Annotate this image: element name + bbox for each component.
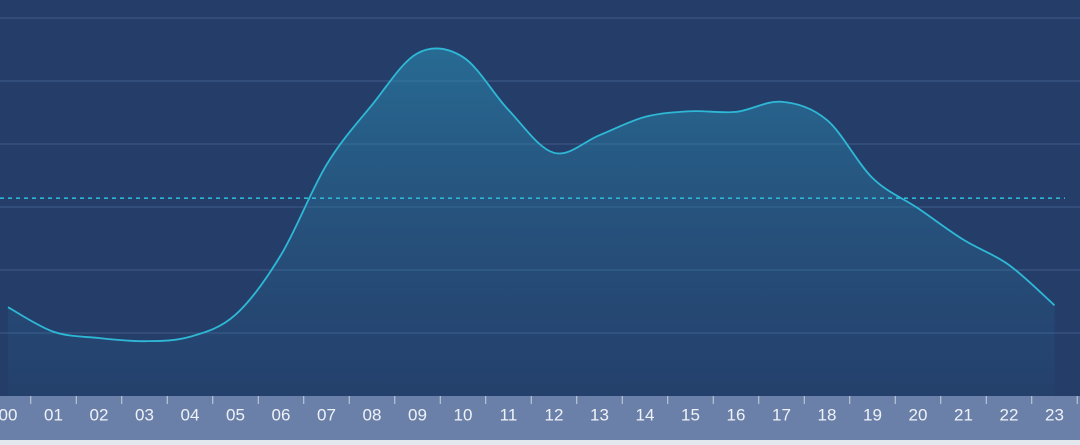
x-tick-label: 00 — [0, 405, 17, 424]
x-tick-label: 03 — [135, 405, 154, 424]
x-tick-label: 14 — [636, 405, 655, 424]
line — [7, 47, 1056, 343]
x-tick-label: 22 — [1000, 405, 1019, 424]
x-tick-label: 01 — [44, 405, 63, 424]
x-axis-edge — [0, 440, 1080, 445]
area-fill — [8, 48, 1055, 397]
x-tick-label: 16 — [727, 405, 746, 424]
x-tick-label: 15 — [681, 405, 700, 424]
x-tick-label: 07 — [317, 405, 336, 424]
x-tick-label: 18 — [818, 405, 837, 424]
x-tick-label: 08 — [363, 405, 382, 424]
x-tick-label: 23 — [1045, 405, 1064, 424]
x-tick-label: 02 — [90, 405, 109, 424]
x-tick-label: 11 — [500, 405, 518, 424]
x-axis-band — [0, 396, 1080, 445]
x-tick-label: 21 — [954, 405, 973, 424]
x-tick-label: 05 — [226, 405, 245, 424]
x-tick-label: 19 — [863, 405, 882, 424]
x-tick-label: 04 — [181, 405, 200, 424]
x-tick-label: 06 — [272, 405, 291, 424]
x-tick-label: 09 — [408, 405, 427, 424]
x-tick-label: 13 — [590, 405, 609, 424]
x-tick-label: 10 — [454, 405, 473, 424]
x-tick-label: 12 — [545, 405, 564, 424]
x-tick-label: 17 — [772, 405, 791, 424]
x-tick-label: 20 — [909, 405, 928, 424]
